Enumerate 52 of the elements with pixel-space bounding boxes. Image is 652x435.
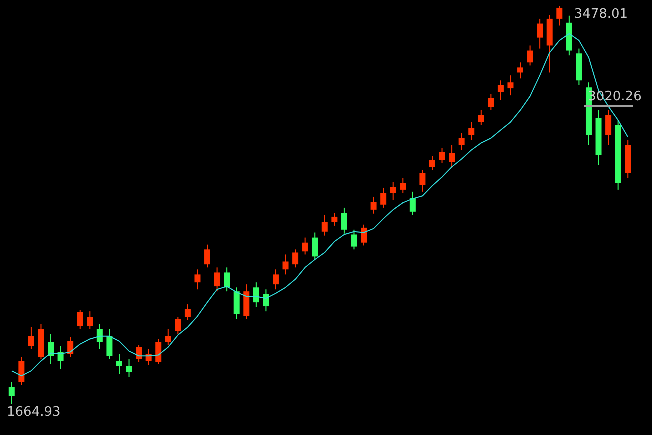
candlestick [234, 287, 240, 320]
candlestick [253, 282, 260, 308]
candlestick [165, 328, 172, 346]
candlestick [116, 354, 122, 375]
candlestick [380, 187, 387, 208]
candlestick [194, 269, 201, 290]
candlestick [556, 6, 563, 26]
candlestick [537, 18, 544, 50]
candlestick [322, 214, 328, 236]
candlestick [341, 207, 348, 234]
candlestick [77, 310, 84, 330]
candlestick [439, 148, 446, 164]
candlestick [292, 249, 299, 268]
candlestick [351, 229, 358, 250]
candlestick [518, 62, 524, 80]
candlestick [370, 196, 377, 214]
candlestick [488, 94, 494, 111]
candlestick [175, 316, 182, 335]
annotation: 3478.01 [574, 7, 628, 22]
text: 1664.93 [7, 405, 61, 420]
candlestick [156, 338, 162, 365]
candlestick [272, 269, 279, 290]
candlestick [28, 326, 34, 350]
candlestick [429, 156, 436, 171]
candlestick [420, 170, 426, 192]
candlestick [96, 324, 103, 350]
candlestick [478, 110, 484, 126]
candlestick [87, 311, 94, 330]
candlestick [184, 304, 191, 321]
candlestick [410, 191, 416, 216]
candlestick [106, 328, 113, 360]
candlestick [361, 224, 368, 246]
candlestick [282, 254, 289, 276]
candlestick [312, 232, 318, 260]
candlestick [400, 178, 406, 194]
candlestick [332, 212, 338, 226]
candlestick [606, 110, 612, 146]
candlestick [8, 382, 15, 404]
candlestick [468, 122, 475, 141]
candlestick [527, 45, 534, 66]
candlestick [498, 80, 504, 101]
candlestick [204, 244, 211, 268]
candlestick [126, 358, 132, 378]
candlestick [508, 75, 514, 96]
candlestick [302, 237, 308, 256]
candlestick [18, 356, 25, 386]
candlestick [214, 267, 220, 292]
candlestick [224, 267, 230, 292]
candlestick [390, 182, 396, 201]
candlestick [263, 289, 270, 312]
candlestick [458, 132, 465, 151]
candlestick [449, 144, 456, 169]
